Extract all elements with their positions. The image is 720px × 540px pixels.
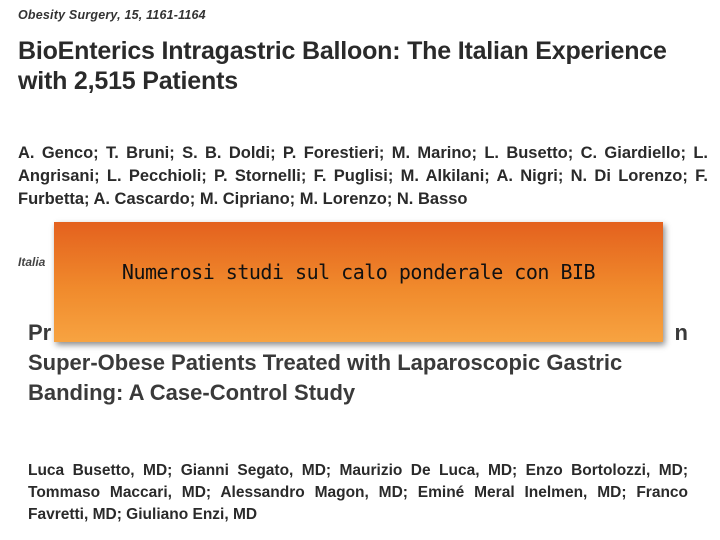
affiliation-text: Italia	[18, 255, 46, 269]
second-article-title: Super-Obese Patients Treated with Laparo…	[28, 350, 623, 405]
second-article-title-partial: Pr n	[28, 318, 688, 350]
partial-title-start: Pr	[28, 320, 52, 345]
partial-title-end: n	[674, 320, 688, 345]
journal-citation: Obesity Surgery, 15, 1161-1164	[18, 8, 206, 22]
author-list: A. Genco; T. Bruni; S. B. Doldi; P. Fore…	[18, 144, 708, 208]
banner-text: Numerosi studi sul calo ponderale con BI…	[121, 260, 596, 284]
second-author-list: Luca Busetto, MD; Gianni Segato, MD; Mau…	[28, 462, 688, 523]
article-title: BioEnterics Intragastric Balloon: The It…	[18, 37, 667, 95]
overlay-banner: Numerosi studi sul calo ponderale con BI…	[54, 222, 663, 342]
